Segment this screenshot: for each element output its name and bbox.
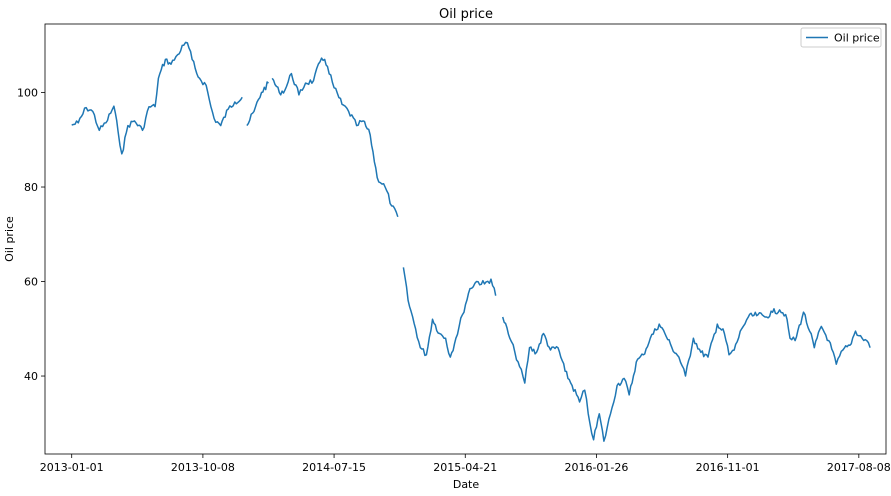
y-axis: 40 60 80 100	[17, 87, 45, 383]
y-tick-label: 40	[24, 370, 38, 383]
series-line-segment-5	[501, 308, 871, 442]
y-tick-label: 80	[24, 181, 38, 194]
x-axis-label: Date	[453, 478, 480, 491]
legend-box	[800, 27, 882, 48]
plot-frame	[44, 23, 887, 455]
x-tick-label: 2016-01-26	[564, 461, 628, 474]
x-tick-label: 2015-04-21	[433, 461, 497, 474]
series-line-segment-1	[71, 41, 243, 155]
y-axis-label: Oil price	[3, 216, 16, 262]
x-axis: 2013-01-01 2013-10-08 2014-07-15 2015-04-21…	[40, 454, 891, 474]
x-tick-label: 2013-01-01	[40, 461, 104, 474]
x-tick-label: 2014-07-15	[302, 461, 366, 474]
y-tick-label: 60	[24, 276, 38, 289]
x-tick-label: 2016-11-01	[696, 461, 760, 474]
legend: Oil price	[800, 27, 882, 48]
series-line-segment-4	[402, 267, 497, 358]
series-line-segment-2	[246, 81, 269, 127]
chart-title: Oil price	[439, 7, 493, 22]
y-tick-label: 100	[17, 87, 38, 100]
series-line-segment-3	[271, 57, 399, 218]
series-layer	[71, 41, 871, 442]
x-tick-label: 2017-08-08	[827, 461, 891, 474]
x-tick-label: 2013-10-08	[171, 461, 235, 474]
legend-label: Oil price	[834, 32, 880, 45]
